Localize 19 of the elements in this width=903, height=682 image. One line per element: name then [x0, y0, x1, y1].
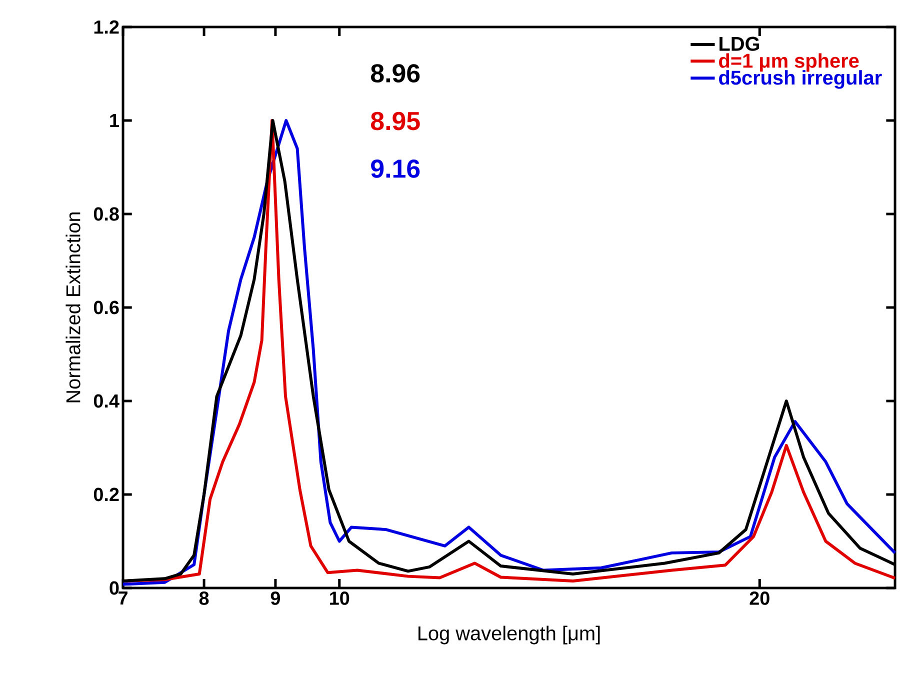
- x-axis-title: Log wavelength [μm]: [418, 626, 600, 644]
- y-tick-label: 0: [110, 581, 119, 595]
- x-tick-label: 10: [330, 592, 350, 605]
- y-tick-label: 0.6: [94, 300, 119, 314]
- y-axis-title: Normalized Extinction: [66, 212, 80, 402]
- y-tick-label: 0.8: [94, 207, 119, 221]
- x-tick-label: 8: [199, 592, 209, 605]
- annotation: 8.95: [370, 112, 420, 130]
- x-tick-label: 9: [270, 592, 280, 605]
- legend-label: LDG: [720, 36, 760, 51]
- x-tick-label: 20: [750, 592, 770, 605]
- annotation: 9.16: [371, 160, 420, 178]
- y-tick-label: 1: [110, 114, 119, 128]
- legend-label: d5crush irregular: [719, 70, 882, 89]
- y-tick-label: 0.2: [94, 488, 119, 502]
- annotation: 8.96: [370, 64, 420, 83]
- y-tick-label: 0.4: [94, 394, 120, 408]
- y-tick-label: 1.2: [94, 20, 119, 34]
- x-tick-label: 7: [118, 592, 128, 605]
